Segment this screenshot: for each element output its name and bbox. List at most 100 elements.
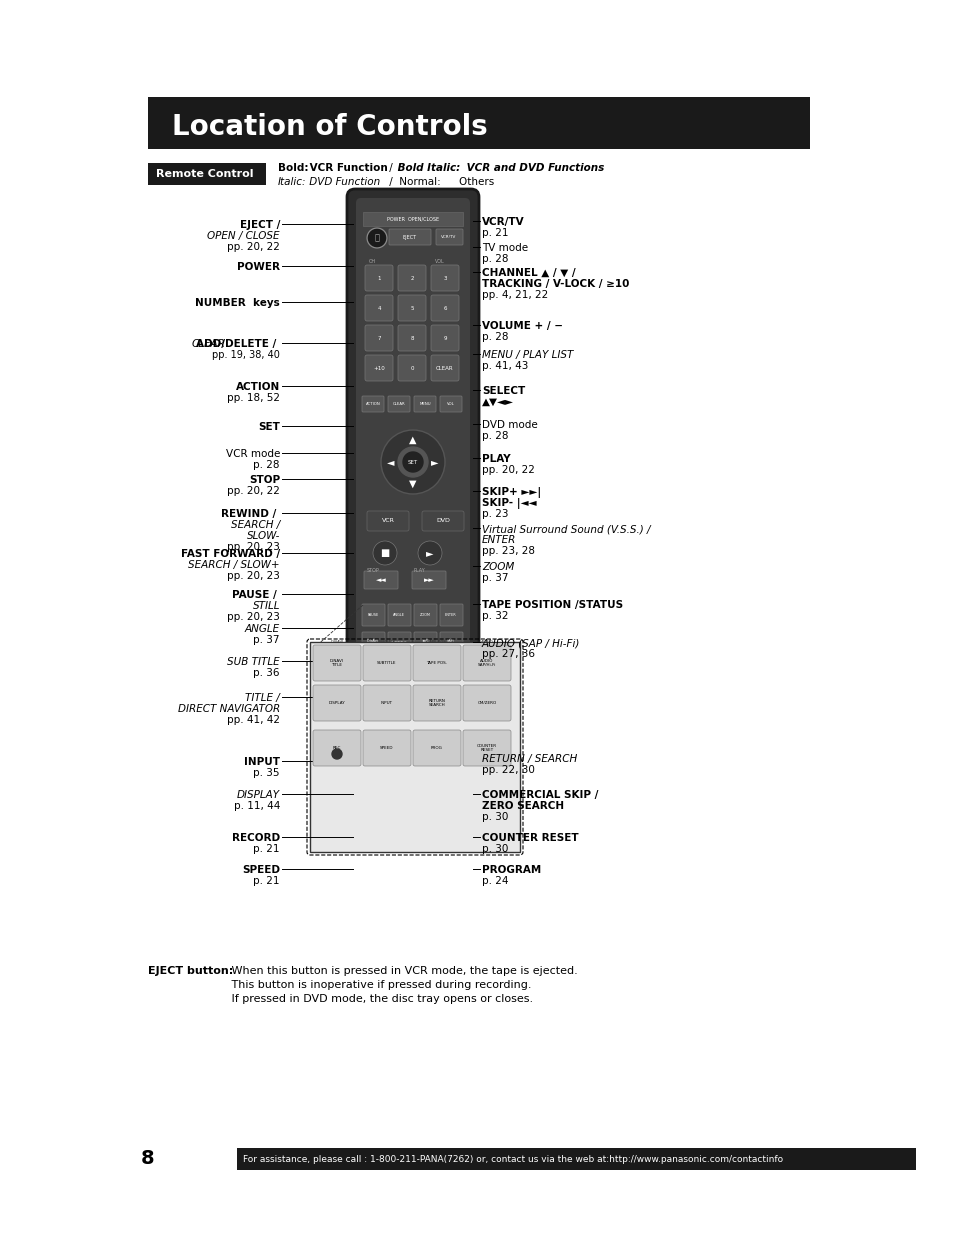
- Text: SEARCH / SLOW+: SEARCH / SLOW+: [188, 559, 280, 571]
- Text: RETURN
SEARCH: RETURN SEARCH: [428, 699, 445, 708]
- FancyBboxPatch shape: [347, 189, 478, 805]
- Text: ▼: ▼: [409, 479, 416, 489]
- Text: STOP: STOP: [366, 568, 379, 573]
- FancyBboxPatch shape: [413, 645, 460, 680]
- Text: EJECT /: EJECT /: [239, 220, 280, 230]
- Text: TAPE POS.: TAPE POS.: [426, 661, 447, 664]
- Text: DVD mode: DVD mode: [481, 420, 537, 430]
- Text: ►: ►: [426, 548, 434, 558]
- Text: p. 32: p. 32: [481, 611, 508, 621]
- Text: INPUT: INPUT: [394, 669, 404, 673]
- Text: p. 11, 44: p. 11, 44: [233, 802, 280, 811]
- FancyBboxPatch shape: [462, 685, 511, 721]
- Text: 2: 2: [410, 275, 414, 280]
- Text: VCR mode: VCR mode: [226, 450, 280, 459]
- Text: pp. 20, 22: pp. 20, 22: [227, 487, 280, 496]
- Text: 9: 9: [443, 336, 446, 341]
- Text: VCR/TV: VCR/TV: [441, 235, 456, 240]
- Text: COMMERCIAL SKIP /: COMMERCIAL SKIP /: [481, 790, 598, 800]
- FancyBboxPatch shape: [414, 604, 436, 626]
- Text: AUDIO (SAP / Hi-Fi): AUDIO (SAP / Hi-Fi): [481, 638, 579, 648]
- Text: ADD/DELETE /: ADD/DELETE /: [196, 338, 280, 350]
- Text: SUBTITLE: SUBTITLE: [391, 641, 407, 645]
- Text: 1: 1: [376, 275, 380, 280]
- Text: INPUT: INPUT: [380, 701, 393, 705]
- FancyBboxPatch shape: [148, 163, 266, 185]
- Text: POWER: POWER: [236, 262, 280, 272]
- FancyBboxPatch shape: [361, 632, 385, 655]
- FancyBboxPatch shape: [365, 266, 393, 291]
- FancyBboxPatch shape: [397, 325, 426, 351]
- Text: Bold Italic:: Bold Italic:: [394, 163, 459, 173]
- Text: REWIND /: REWIND /: [221, 509, 280, 519]
- Text: ANGLE: ANGLE: [393, 613, 405, 618]
- Text: TAPE POS.: TAPE POS.: [427, 640, 447, 643]
- Text: ZOOM: ZOOM: [481, 562, 514, 572]
- Text: OPEN / CLOSE: OPEN / CLOSE: [208, 231, 280, 241]
- Text: SPEED: SPEED: [380, 746, 394, 750]
- Text: DISPLAY: DISPLAY: [236, 790, 280, 800]
- Text: SPEED: SPEED: [393, 697, 404, 701]
- Text: ⏻: ⏻: [375, 233, 379, 242]
- FancyBboxPatch shape: [414, 688, 436, 710]
- FancyBboxPatch shape: [439, 396, 461, 412]
- Text: CLEAR: CLEAR: [436, 366, 454, 370]
- FancyBboxPatch shape: [361, 659, 385, 682]
- Text: CH: CH: [369, 259, 375, 264]
- Circle shape: [367, 228, 387, 248]
- FancyBboxPatch shape: [431, 354, 458, 382]
- Circle shape: [402, 452, 422, 472]
- Text: Bold:: Bold:: [277, 163, 308, 173]
- Text: SEARCH /: SEARCH /: [231, 520, 280, 530]
- Text: PAUSE /: PAUSE /: [232, 590, 280, 600]
- Text: PROG: PROG: [431, 746, 442, 750]
- Text: This button is inoperative if pressed during recording.: This button is inoperative if pressed du…: [228, 981, 531, 990]
- FancyBboxPatch shape: [367, 511, 409, 531]
- Text: SAP/
Hi-Fi: SAP/ Hi-Fi: [447, 638, 455, 647]
- FancyBboxPatch shape: [413, 730, 460, 766]
- Text: p. 23: p. 23: [481, 509, 508, 519]
- Text: EJECT: EJECT: [402, 235, 416, 240]
- Text: p. 35: p. 35: [253, 768, 280, 778]
- Text: 4: 4: [376, 305, 380, 310]
- FancyBboxPatch shape: [431, 266, 458, 291]
- Text: D.NAVI
TITLE: D.NAVI TITLE: [330, 658, 344, 667]
- FancyBboxPatch shape: [363, 212, 462, 226]
- FancyBboxPatch shape: [389, 228, 431, 245]
- Text: Italic:: Italic:: [277, 177, 306, 186]
- Circle shape: [332, 748, 341, 760]
- Text: TRACKING / V-LOCK / ≥10: TRACKING / V-LOCK / ≥10: [481, 279, 629, 289]
- Text: PROG: PROG: [419, 697, 430, 701]
- Text: Virtual Surround Sound (V.S.S.) /: Virtual Surround Sound (V.S.S.) /: [481, 524, 650, 534]
- Text: 0: 0: [410, 366, 414, 370]
- Text: ENTER: ENTER: [445, 613, 456, 618]
- Text: PLAY: PLAY: [481, 454, 510, 464]
- Text: ANGLE: ANGLE: [245, 624, 280, 634]
- Text: p. 21: p. 21: [253, 844, 280, 853]
- Text: TITLE /: TITLE /: [245, 693, 280, 703]
- Text: p. 28: p. 28: [253, 459, 280, 471]
- Text: VOLUME + / −: VOLUME + / −: [481, 321, 562, 331]
- Text: STOP: STOP: [249, 475, 280, 485]
- FancyBboxPatch shape: [388, 688, 411, 710]
- Text: pp. 20, 23: pp. 20, 23: [227, 542, 280, 552]
- Text: pp. 18, 52: pp. 18, 52: [227, 393, 280, 403]
- Text: SKIP- |◄◄: SKIP- |◄◄: [481, 498, 536, 509]
- FancyBboxPatch shape: [363, 645, 411, 680]
- FancyBboxPatch shape: [439, 604, 462, 626]
- FancyBboxPatch shape: [148, 98, 809, 149]
- Circle shape: [417, 541, 441, 564]
- Text: AUDIO: AUDIO: [480, 640, 493, 643]
- Text: p. 24: p. 24: [481, 876, 508, 885]
- Text: pp. 23, 28: pp. 23, 28: [481, 546, 535, 556]
- Text: Remote Control: Remote Control: [156, 169, 253, 179]
- Text: RETURN / SEARCH: RETURN / SEARCH: [481, 755, 577, 764]
- Text: pp. 4, 21, 22: pp. 4, 21, 22: [481, 290, 548, 300]
- Text: D.NAVI
TITLE: D.NAVI TITLE: [367, 638, 378, 647]
- Text: CM/ZERO: CM/ZERO: [476, 701, 497, 705]
- Text: COUNTER RESET: COUNTER RESET: [481, 832, 578, 844]
- Text: NUMBER  keys: NUMBER keys: [195, 298, 280, 308]
- Text: SUBTITLE: SUBTITLE: [377, 640, 395, 643]
- Text: 6: 6: [443, 305, 446, 310]
- FancyBboxPatch shape: [363, 685, 411, 721]
